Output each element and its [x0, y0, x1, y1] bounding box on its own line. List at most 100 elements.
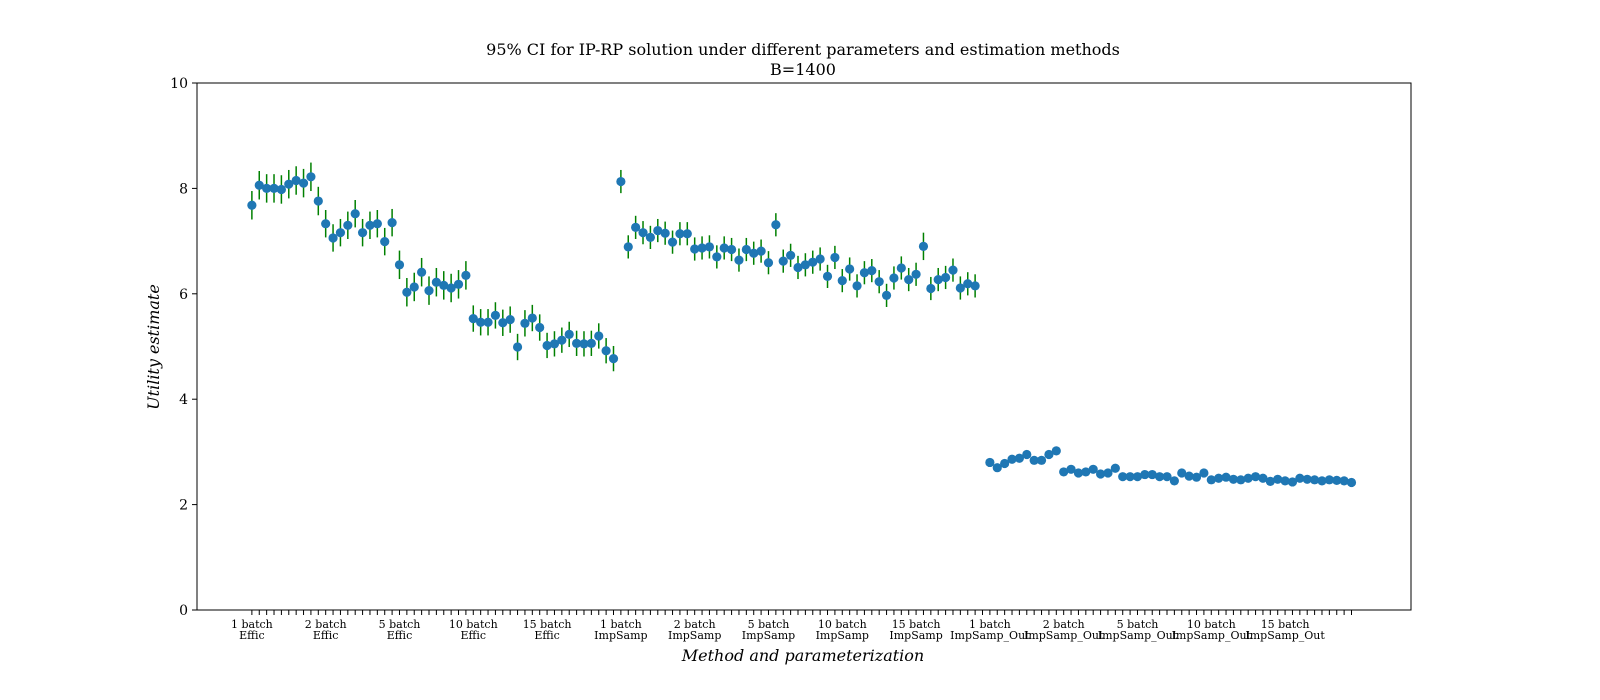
data-point [498, 318, 508, 328]
data-point [786, 250, 796, 260]
x-tick-label: 5 batch [379, 618, 421, 631]
data-point [417, 267, 427, 277]
data-point [1125, 472, 1135, 482]
data-point [1214, 473, 1224, 483]
data-point [1088, 464, 1098, 474]
data-point [1332, 475, 1342, 485]
data-point [276, 184, 286, 195]
data-point [564, 329, 574, 339]
data-point [941, 272, 951, 283]
data-point [1000, 458, 1010, 469]
data-point [608, 354, 619, 364]
data-point [439, 280, 449, 290]
data-point [572, 338, 582, 348]
data-point [520, 318, 530, 328]
x-axis-label: Method and parameterization [681, 646, 924, 665]
data-point [675, 229, 685, 239]
x-tick-label: 15 batch [892, 618, 941, 631]
chart-title-line1: 95% CI for IP-RP solution under differen… [486, 40, 1120, 59]
data-point [1287, 477, 1298, 487]
data-point [247, 200, 257, 210]
data-point [586, 338, 596, 348]
data-point [985, 457, 995, 468]
data-point [616, 176, 626, 187]
data-point [1302, 474, 1312, 484]
x-tick-label: 2 batch [674, 618, 716, 631]
data-point [594, 331, 604, 341]
data-point [1095, 469, 1106, 479]
x-tick-label: 1 batch [231, 618, 273, 631]
x-tick-label: 10 batch [818, 618, 867, 631]
data-point [830, 252, 840, 263]
data-point [697, 243, 707, 253]
x-tick-label: ImpSamp_Out [1024, 629, 1104, 642]
x-tick-label: Effic [387, 629, 413, 642]
data-point [992, 463, 1002, 473]
data-point [933, 274, 943, 285]
data-point [918, 241, 929, 251]
x-tick-label: Effic [461, 629, 487, 642]
data-point [623, 242, 633, 252]
data-point [734, 255, 744, 265]
data-point [837, 276, 847, 286]
data-point [431, 277, 441, 287]
x-tick-label: 10 batch [1187, 618, 1236, 631]
x-tick-label: 5 batch [748, 618, 790, 631]
data-point [476, 317, 486, 327]
data-point [557, 335, 567, 345]
data-point [1022, 449, 1032, 460]
data-point [1280, 476, 1290, 486]
data-point [1346, 477, 1357, 488]
y-tick-label: 6 [179, 287, 188, 303]
data-point [1073, 468, 1084, 478]
data-point [704, 242, 715, 252]
data-point [409, 282, 419, 292]
data-point [424, 286, 434, 296]
data-point [306, 172, 316, 182]
data-point [387, 218, 397, 228]
data-point [372, 219, 382, 229]
data-point [904, 274, 914, 285]
data-point [601, 346, 611, 356]
data-point [284, 179, 294, 189]
data-point [1177, 468, 1187, 478]
plot-frame [196, 82, 1412, 611]
x-tick-label: Effic [313, 629, 339, 642]
x-tick-label: 2 batch [1043, 618, 1085, 631]
data-point [859, 268, 870, 278]
data-point [1250, 472, 1261, 482]
data-point [763, 258, 774, 268]
x-tick-label: ImpSamp [594, 629, 647, 642]
data-point [1265, 476, 1275, 487]
data-point [881, 290, 892, 300]
data-point [1014, 453, 1024, 463]
data-point [778, 256, 788, 266]
data-point [690, 244, 700, 254]
x-tick-label: 1 batch [600, 618, 642, 631]
x-tick-label: ImpSamp_Out [1098, 629, 1178, 642]
data-point [321, 219, 331, 229]
data-point [1310, 475, 1320, 485]
data-point [889, 273, 899, 283]
data-point [749, 248, 759, 258]
data-point [343, 220, 353, 230]
data-point [1324, 475, 1334, 485]
data-point [1081, 467, 1091, 477]
data-point [512, 342, 523, 352]
data-point [948, 265, 958, 275]
x-tick-label: 1 batch [969, 618, 1011, 631]
data-point [926, 283, 936, 294]
data-point [682, 229, 692, 239]
data-point [1206, 475, 1216, 485]
x-tick-label: 5 batch [1117, 618, 1159, 631]
data-point [719, 243, 729, 253]
data-point [1258, 473, 1268, 483]
data-point [1199, 468, 1209, 478]
data-point [453, 279, 464, 289]
data-point [505, 315, 515, 325]
data-point [365, 220, 375, 230]
y-tick-label: 10 [170, 76, 188, 92]
data-point [402, 287, 412, 297]
data-point [631, 222, 641, 232]
data-point [1029, 455, 1039, 465]
